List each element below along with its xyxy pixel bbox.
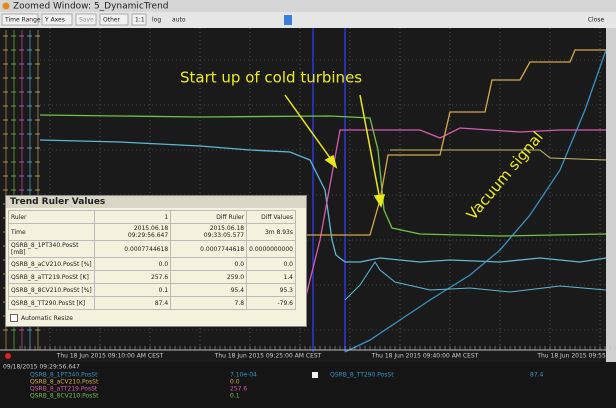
- legend-panel: [0, 362, 616, 408]
- table-cell: QSRB_8_aTT219.PosSt [K]: [7, 270, 96, 284]
- trend-line: [344, 261, 607, 301]
- time-axis: Thu 18 Jun 2015 09:10:00 AM CEST Thu 18 J…: [0, 346, 616, 360]
- table-cell: 0.0: [170, 257, 248, 271]
- legend-name: QSRB_8_aTT219.PosSt: [30, 386, 98, 393]
- button-label[interactable]: 1:1: [135, 17, 145, 24]
- toolbar: [0, 12, 616, 28]
- table-row: QSRB_8_aTT219.PosSt [K] 257.6 259.0 1.4: [7, 270, 296, 284]
- legend-value: 257.6: [230, 386, 247, 393]
- table-cell: 87.4: [94, 296, 172, 310]
- ruler-table: Ruler 1 Diff Ruler Diff Values Time 2015.06.1…: [7, 210, 296, 310]
- table-cell: 0.0: [246, 257, 296, 271]
- table-row: QSRB_8_1PT340.PosSt [mB] 0.0007744618 0.00…: [7, 240, 296, 258]
- trend-line: [344, 49, 607, 353]
- table-cell: 2015.06.18 09:29:56.647: [94, 223, 172, 241]
- header-row: Ruler 1 Diff Ruler Diff Values: [7, 210, 296, 224]
- auto-resize[interactable]: Automatic Resize: [10, 314, 73, 322]
- legend-name: QSRB_8_aCV210.PosSt: [30, 379, 99, 386]
- toolbar-button[interactable]: [131, 13, 147, 26]
- annotation: Start up of cold turbines: [180, 69, 362, 87]
- trend-line: [39, 139, 607, 263]
- table-cell: 95.3: [246, 283, 296, 297]
- legend-name: QSRB_8_TT290.PosSt: [330, 372, 394, 379]
- time-label: Thu 18 Jun 2015 09:25:00 AM CEST: [214, 353, 322, 360]
- legend-value: 0.0: [230, 379, 240, 386]
- panel-title: Trend Ruler Values: [6, 196, 306, 208]
- time-label: Thu 18 Jun 2015 09:55:00 AM: [536, 353, 616, 360]
- table-row: QSRB_8_TT290.PosSt [K] 87.4 7.8 -79.6: [7, 296, 296, 310]
- table-cell: 2015.06.18 09:33:05.577: [170, 223, 248, 241]
- table-cell: -79.6: [246, 296, 296, 310]
- title-bar: [0, 0, 616, 12]
- close-button[interactable]: Close: [588, 17, 605, 24]
- toolbar-button[interactable]: [41, 13, 73, 26]
- table-cell: QSRB_8_TT290.PosSt [K]: [7, 296, 96, 310]
- legend-value: 0.1: [230, 393, 240, 400]
- legend-name: QSRB_8_1PT340.PosSt: [30, 372, 98, 379]
- annotation-arrows: [284, 94, 386, 208]
- table-cell: 95.4: [170, 283, 248, 297]
- trend-line: [39, 114, 607, 237]
- trend-line: [299, 127, 606, 321]
- table-cell: Time: [7, 223, 96, 241]
- table-cell: 257.6: [94, 270, 172, 284]
- legend-value: 7.10e-04: [230, 372, 257, 379]
- table-cell: QSRB_8_8CV210.PosSt [%]: [7, 283, 96, 297]
- toolbar-button[interactable]: [75, 13, 97, 26]
- log-label[interactable]: log: [152, 17, 161, 24]
- time-label: Thu 18 Jun 2015 09:40:00 AM CEST: [371, 353, 479, 360]
- table-cell: 3m 8.93s: [246, 223, 296, 241]
- status-dot: [5, 353, 11, 359]
- button-label[interactable]: Time Range: [4, 17, 41, 24]
- table-cell: QSRB_8_1PT340.PosSt [mB]: [7, 240, 96, 258]
- legend-timestamp: 09/18/2015 09:29:56.647: [3, 364, 80, 371]
- table-row: QSRB_8_aCV210.PosSt [%] 0.0 0.0 0.0: [7, 257, 296, 271]
- toolbar-button[interactable]: [1, 13, 39, 26]
- button-label[interactable]: Save: [79, 17, 94, 24]
- window-icon: [2, 2, 10, 10]
- window-title: Zoomed Window: 5_DynamicTrend: [13, 2, 169, 12]
- table-cell: 1.4: [246, 270, 296, 284]
- header-cell: 1: [94, 210, 172, 224]
- trend-line: [390, 149, 607, 161]
- table-cell: QSRB_8_aCV210.PosSt [%]: [7, 257, 96, 271]
- table-cell: 7.8: [170, 296, 248, 310]
- auto-label[interactable]: auto: [172, 17, 186, 24]
- legend-checkbox[interactable]: [312, 372, 318, 378]
- table-cell: 0.0007744618: [94, 240, 172, 258]
- time-label: Thu 18 Jun 2015 09:10:00 AM CEST: [56, 353, 164, 360]
- button-label[interactable]: Other: [103, 17, 121, 24]
- toolbar-button[interactable]: [99, 13, 129, 26]
- checkbox-label: Automatic Resize: [21, 314, 73, 322]
- table-cell: 0.0007744618: [170, 240, 248, 258]
- button-label[interactable]: Y Axes: [44, 17, 65, 24]
- table-row: QSRB_8_8CV210.PosSt [%] 0.1 95.4 95.3: [7, 283, 296, 297]
- legend-value: 87.4: [530, 372, 544, 379]
- header-cell: Diff Values: [246, 210, 296, 224]
- table-cell: 0.1: [94, 283, 172, 297]
- ruler-panel: Trend Ruler Values Ruler 1 Diff Ruler Diff …: [5, 195, 307, 327]
- header-cell: Diff Ruler: [170, 210, 248, 224]
- header-cell: Ruler: [7, 210, 96, 224]
- table-cell: 0.0: [94, 257, 172, 271]
- table-row: Time 2015.06.18 09:29:56.647 2015.06.18 09…: [7, 223, 296, 241]
- scrollbar: [606, 28, 616, 362]
- legend-name: QSRB_8_8CV210.PosSt: [30, 393, 99, 400]
- table-cell: 0.0000000000: [246, 240, 296, 258]
- legend: 09/18/2015 09:29:56.647QSRB_8_1PT340.Pos…: [3, 364, 544, 400]
- table-cell: 259.0: [170, 270, 248, 284]
- toolbar-buttons: Time Range Y Axes Save Other 1:1 log auto: [1, 13, 292, 26]
- toolbar-icon: [284, 15, 292, 25]
